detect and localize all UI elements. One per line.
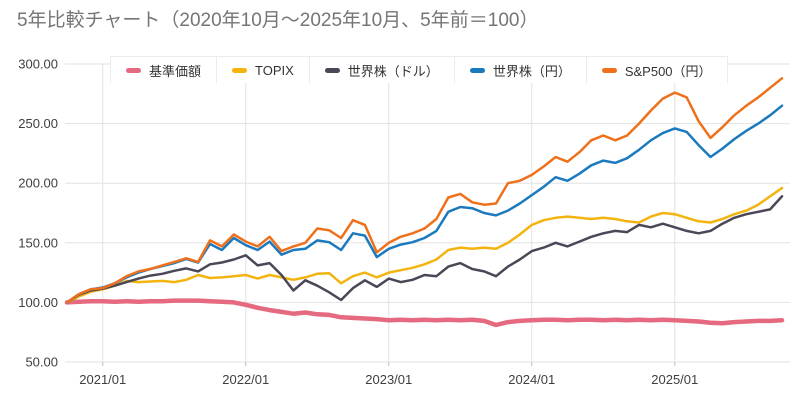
legend-label-kijun-kagaku: 基準価額 <box>149 63 202 79</box>
legend-item-kijun-kagaku[interactable]: 基準価額 <box>111 57 218 83</box>
y-axis-label: 100.00 <box>18 295 58 310</box>
legend-item-sekaikabu-doru[interactable]: 世界株（ドル） <box>309 57 455 83</box>
series-line-kijun-kagaku <box>64 298 785 328</box>
legend-label-sekaikabu-en: 世界株（円） <box>492 63 571 79</box>
series-line-sp500-en <box>65 77 784 304</box>
legend-swatch-sekaikabu-en <box>469 67 485 73</box>
series-line-sekaikabu-doru <box>65 195 784 304</box>
legend-item-sp500-en[interactable]: S&P500（円） <box>586 57 728 83</box>
legend-swatch-sekaikabu-doru <box>324 67 340 73</box>
x-axis-label: 2021/01 <box>79 372 126 387</box>
series-line-topix <box>65 186 784 304</box>
legend-label-topix: TOPIX <box>255 62 294 78</box>
legend-label-sekaikabu-doru: 世界株（ドル） <box>347 63 439 79</box>
x-axis-label: 2023/01 <box>365 372 412 387</box>
legend-swatch-topix <box>232 67 248 73</box>
legend-swatch-sp500-en <box>601 67 617 73</box>
legend-label-sp500-en: S&P500（円） <box>624 63 712 79</box>
y-axis-label: 200.00 <box>18 176 58 191</box>
chart-title: 5年比較チャート（2020年10月～2025年10月、5年前＝100） <box>17 10 539 31</box>
legend-item-sekaikabu-en[interactable]: 世界株（円） <box>454 57 587 83</box>
x-axis-label: 2025/01 <box>651 372 698 387</box>
y-axis-label: 250.00 <box>18 116 58 131</box>
y-axis-label: 150.00 <box>18 235 58 250</box>
legend-swatch-kijun-kagaku <box>126 67 141 73</box>
legend-item-topix[interactable]: TOPIX <box>217 57 310 83</box>
x-axis-label: 2024/01 <box>508 372 555 387</box>
y-axis-label: 300.00 <box>18 57 58 72</box>
y-axis-label: 50.00 <box>25 355 58 370</box>
chart-legend: 基準価額 TOPIX 世界株（ドル） 世界株（円） S&P500（円） <box>110 56 728 83</box>
x-axis-label: 2022/01 <box>222 372 269 387</box>
